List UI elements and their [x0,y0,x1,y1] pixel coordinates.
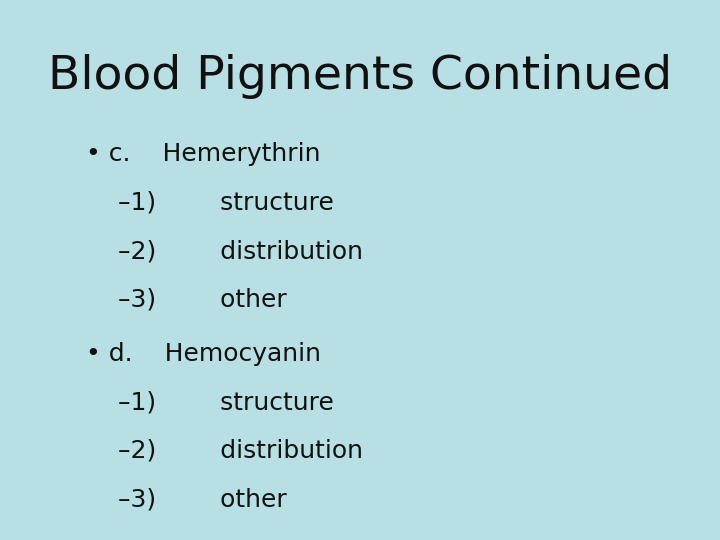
Text: –2)        distribution: –2) distribution [86,239,364,263]
Text: • d.    Hemocyanin: • d. Hemocyanin [86,342,321,366]
Text: –3)        other: –3) other [86,288,287,312]
Text: Blood Pigments Continued: Blood Pigments Continued [48,54,672,99]
Text: • c.    Hemerythrin: • c. Hemerythrin [86,142,321,166]
Text: –1)        structure: –1) structure [86,191,334,214]
Text: –1)        structure: –1) structure [86,390,334,414]
Text: –3)        other: –3) other [86,488,287,511]
Text: –2)        distribution: –2) distribution [86,439,364,463]
